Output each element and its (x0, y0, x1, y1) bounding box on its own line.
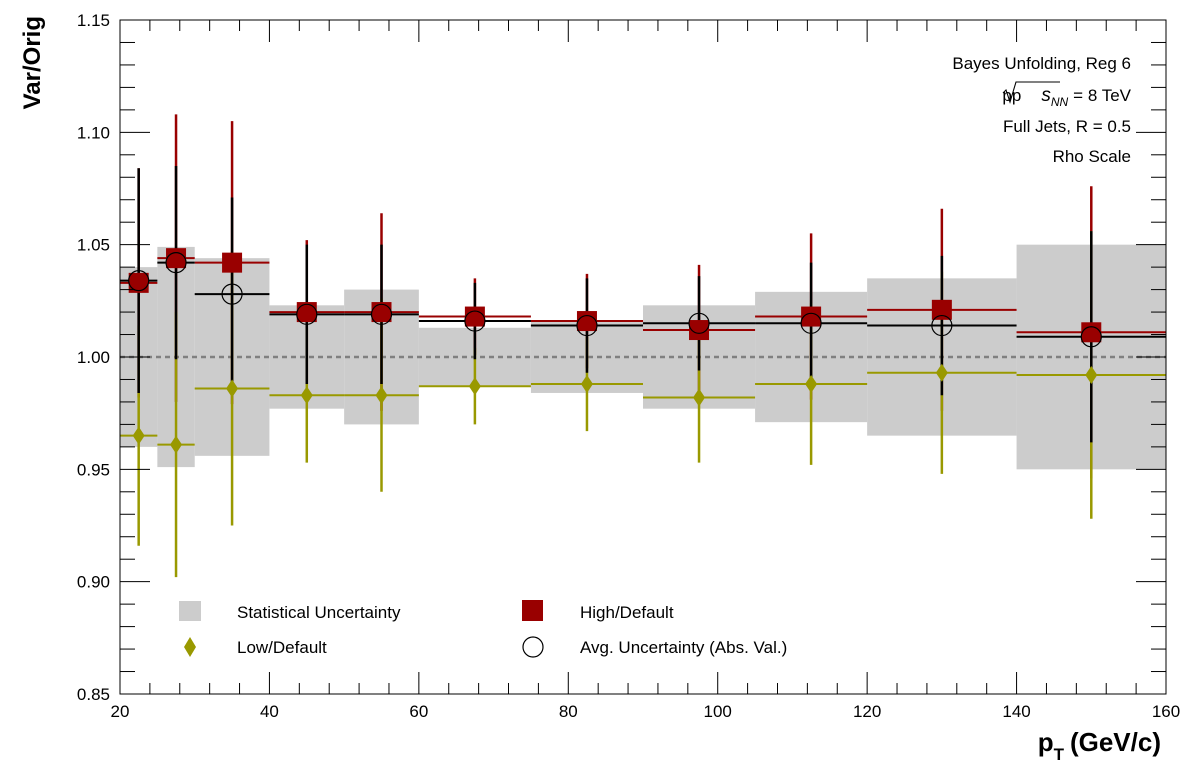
info-box: Bayes Unfolding, Reg 6 pp sNN = 8 TeV Full… (952, 54, 1131, 166)
low-default-point (468, 377, 481, 396)
low-default-point (132, 426, 145, 445)
avg-uncertainty-point (128, 270, 150, 292)
legend-marker-low (184, 637, 196, 657)
info-line-3: Full Jets, R = 0.5 (1003, 117, 1131, 136)
info-sqrt-s-subscript: NN (1051, 95, 1069, 109)
avg-uncertainty-point (296, 303, 318, 325)
high-default-point (222, 252, 243, 273)
x-tick-label: 140 (1002, 702, 1030, 721)
avg-uncertainty-point (576, 314, 598, 337)
data-markers (120, 114, 1166, 578)
avg-uncertainty-point (688, 312, 710, 334)
low-default-point (300, 386, 313, 405)
low-default-point (693, 388, 706, 407)
low-default-point (805, 374, 818, 393)
info-sqrt-s: s (1041, 85, 1051, 106)
high-default-point (166, 248, 187, 269)
legend-label-statistical: Statistical Uncertainty (237, 603, 401, 622)
legend: Statistical Uncertainty High/Default Low… (179, 600, 787, 658)
high-default-point (464, 306, 485, 327)
high-default-point (371, 302, 392, 323)
axis-ticks: 20 40 60 80 100 120 140 160 0.85 0.90 0.95 1.00 1.05… (77, 11, 1180, 721)
info-line-4: Rho Scale (1053, 147, 1131, 166)
sqrt-sign (1002, 81, 1060, 104)
x-axis-subscript: T (1054, 745, 1065, 764)
y-tick-label: 0.85 (77, 685, 110, 704)
x-axis-units: (GeV/c) (1070, 727, 1161, 757)
info-line-2: pp sNN = 8 TeV (1002, 85, 1131, 109)
low-default-point (375, 386, 388, 405)
legend-label-avg: Avg. Uncertainty (Abs. Val.) (580, 638, 787, 657)
low-default-point (170, 435, 183, 454)
x-tick-label: 100 (704, 702, 732, 721)
avg-uncertainty-point (800, 312, 822, 334)
legend-label-high: High/Default (580, 603, 674, 622)
y-tick-label: 1.15 (77, 11, 110, 30)
low-default-point (935, 363, 948, 382)
y-tick-label: 1.00 (77, 348, 110, 367)
x-tick-label: 20 (111, 702, 130, 721)
y-axis-title: Var/Orig (19, 16, 46, 109)
avg-uncertainty-point (931, 314, 953, 337)
avg-uncertainty-point (1080, 326, 1102, 348)
x-tick-label: 60 (409, 702, 428, 721)
x-tick-label: 40 (260, 702, 279, 721)
y-tick-label: 1.10 (77, 123, 110, 142)
legend-marker-avg (522, 636, 544, 658)
y-tick-label: 0.95 (77, 460, 110, 479)
x-tick-label: 160 (1152, 702, 1180, 721)
high-default-point (128, 272, 149, 293)
high-default-point (576, 311, 597, 332)
x-tick-label: 120 (853, 702, 881, 721)
avg-uncertainty-point (464, 310, 486, 332)
y-tick-label: 1.05 (77, 236, 110, 255)
high-default-point (689, 320, 710, 341)
info-line-2-suffix: = 8 TeV (1073, 86, 1131, 105)
x-axis-title: pT (GeV/c) (1038, 727, 1161, 764)
high-default-point (1081, 322, 1102, 343)
low-default-point (580, 374, 593, 393)
legend-label-low: Low/Default (237, 638, 327, 657)
high-default-point (801, 306, 822, 327)
info-line-1: Bayes Unfolding, Reg 6 (952, 54, 1131, 73)
legend-marker-high (522, 600, 543, 621)
x-axis-symbol: p (1038, 727, 1054, 757)
avg-uncertainty-point (165, 252, 187, 274)
high-default-point (296, 302, 317, 323)
avg-uncertainty-point (221, 283, 243, 305)
low-default-point (1085, 365, 1098, 384)
y-tick-label: 0.90 (77, 573, 110, 592)
high-default-point (931, 299, 952, 320)
low-default-point (226, 379, 239, 398)
x-tick-label: 80 (559, 702, 578, 721)
avg-uncertainty-point (370, 303, 393, 325)
legend-swatch-statistical (179, 601, 201, 621)
